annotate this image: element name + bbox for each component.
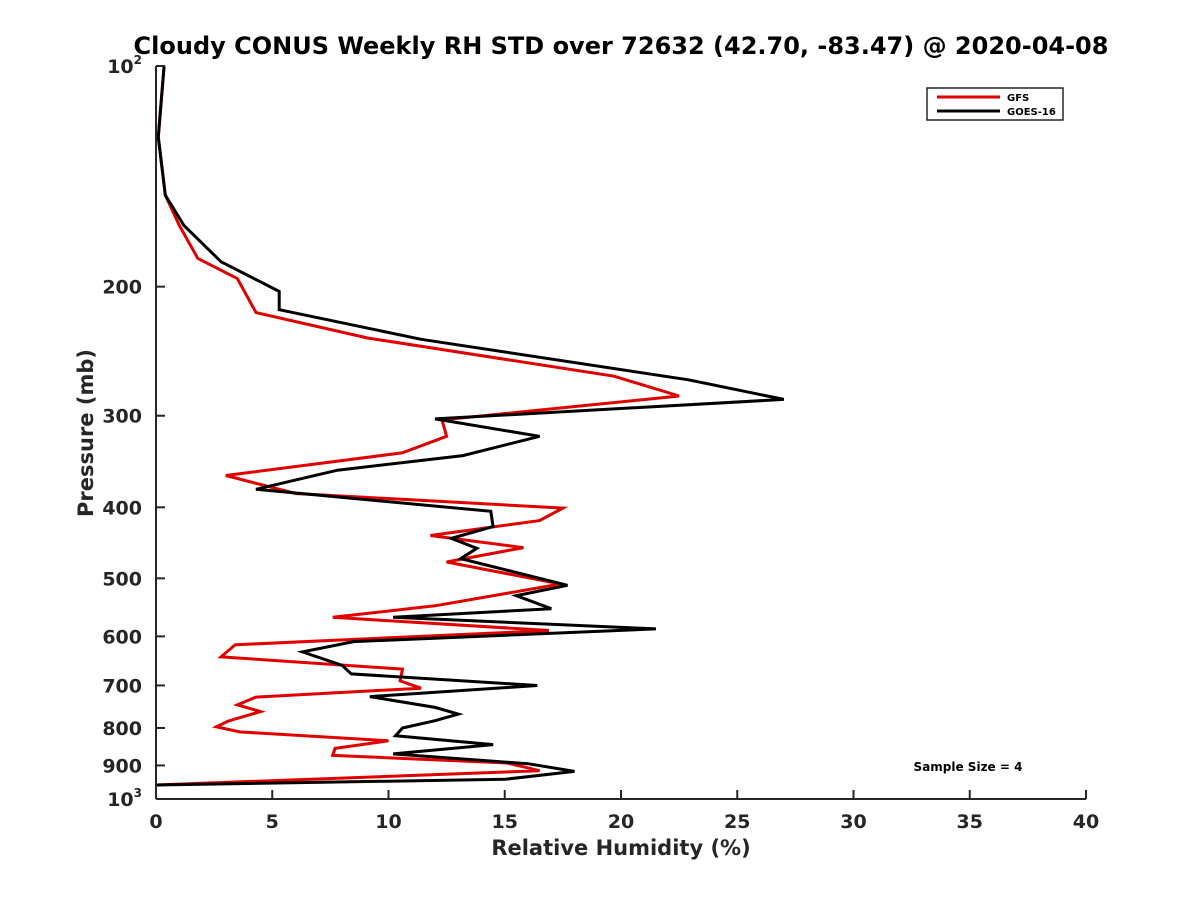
x-tick-label: 15 <box>492 811 518 833</box>
y-tick-label: 500 <box>102 568 142 590</box>
y-axis: 102 200 300 400 500 600 700 800 900 103 <box>102 53 165 811</box>
y-tick-label: 600 <box>102 626 142 648</box>
y-tick-label: 102 <box>107 53 142 78</box>
legend-label: GOES-16 <box>1007 107 1056 118</box>
x-tick-label: 5 <box>266 811 279 833</box>
legend-box <box>926 87 1064 121</box>
sample-size-annotation: Sample Size = 4 <box>914 760 1023 774</box>
x-axis: 0 5 10 15 20 25 30 35 40 <box>149 790 1099 833</box>
legend: GFS GOES-16 <box>926 87 1064 121</box>
x-tick-label: 30 <box>840 811 866 833</box>
x-tick-label: 40 <box>1073 811 1099 833</box>
y-tick-label: 200 <box>102 277 142 299</box>
x-tick-label: 10 <box>375 811 401 833</box>
y-axis-label: Pressure (mb) <box>74 349 98 517</box>
legend-label: GFS <box>1007 93 1029 104</box>
x-tick-label: 20 <box>608 811 634 833</box>
chart-title: Cloudy CONUS Weekly RH STD over 72632 (4… <box>134 32 1109 60</box>
y-tick-label: 400 <box>102 497 142 519</box>
y-tick-label: 300 <box>102 406 142 428</box>
y-tick-label: 103 <box>107 786 142 811</box>
x-tick-label: 0 <box>149 811 162 833</box>
y-tick-label: 700 <box>102 675 142 697</box>
x-tick-label: 35 <box>957 811 983 833</box>
series-line-goes-16 <box>155 65 785 787</box>
x-tick-label: 25 <box>724 811 750 833</box>
plot-area <box>155 65 785 787</box>
y-tick-label: 800 <box>102 718 142 740</box>
y-tick-label: 900 <box>102 755 142 777</box>
x-axis-label: Relative Humidity (%) <box>491 836 750 860</box>
